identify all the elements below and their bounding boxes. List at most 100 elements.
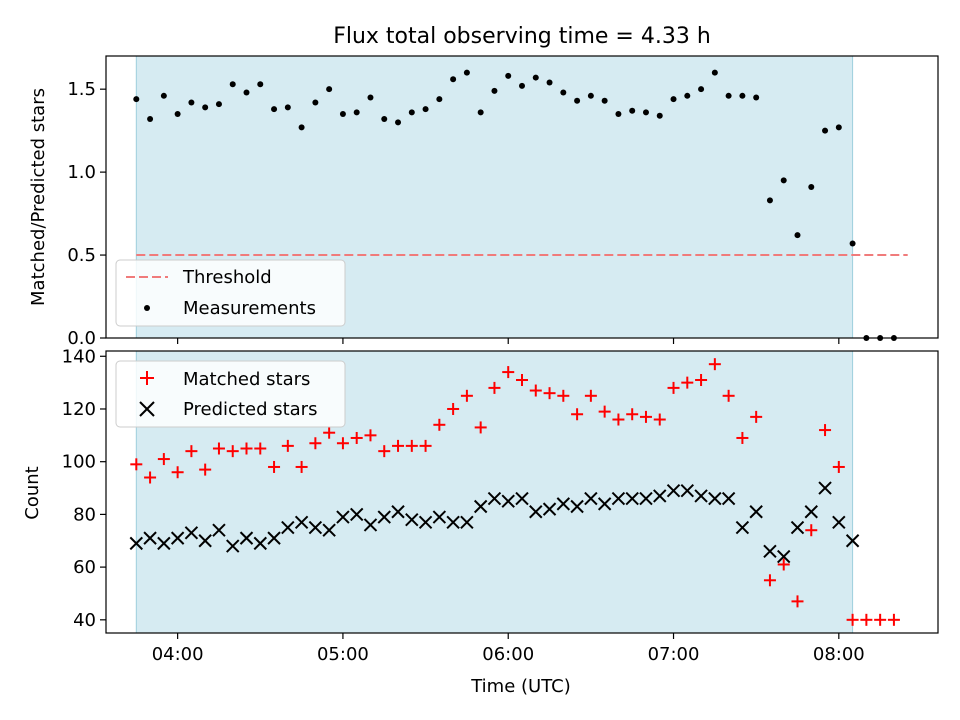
predicted-star-point xyxy=(281,520,295,535)
measurement-point xyxy=(271,106,278,113)
matched-star-point xyxy=(695,373,708,386)
measurement-point xyxy=(436,96,443,103)
predicted-star-point xyxy=(680,483,695,498)
predicted-star-point xyxy=(597,497,612,511)
top-y-tick-label: 1.5 xyxy=(67,79,96,100)
measurement-point xyxy=(601,97,608,104)
bottom-y-axis-ticks: 40 60 80 100 120 140 xyxy=(62,346,106,631)
legend-measurements-swatch xyxy=(144,305,150,311)
measurement-point xyxy=(312,99,319,106)
matched-star-point xyxy=(653,413,666,426)
measurement-point xyxy=(229,81,236,88)
predicted-star-point xyxy=(625,491,639,506)
measurement-point xyxy=(202,104,209,111)
predicted-star-point xyxy=(515,491,529,506)
predicted-star-point xyxy=(336,510,350,524)
legend-predicted-label: Predicted stars xyxy=(183,399,317,420)
x-tick-label: 04:00 xyxy=(152,644,204,665)
matched-star-point xyxy=(171,466,184,479)
top-legend-box xyxy=(115,259,346,327)
measurement-point xyxy=(808,184,815,191)
measurement-point xyxy=(794,232,801,239)
predicted-star-point xyxy=(157,536,171,551)
matched-star-point xyxy=(130,458,143,471)
matched-star-point xyxy=(860,613,873,626)
matched-star-point xyxy=(405,439,418,452)
bottom-legend[interactable]: Matched stars Predicted stars xyxy=(115,360,346,428)
predicted-star-point xyxy=(818,481,832,495)
matched-star-point xyxy=(571,408,584,421)
matched-star-point xyxy=(667,381,680,394)
matched-star-point xyxy=(254,442,267,455)
bottom-y-axis-label: Count xyxy=(22,466,43,519)
legend-threshold-label: Threshold xyxy=(182,267,272,288)
measurement-point xyxy=(395,119,402,126)
measurement-point xyxy=(339,111,346,118)
matched-star-point xyxy=(323,426,336,439)
bottom-y-tick-label: 120 xyxy=(62,399,96,420)
bottom-y-tick-label: 80 xyxy=(73,504,96,525)
predicted-star-point xyxy=(653,489,667,503)
predicted-star-point xyxy=(253,536,267,551)
matched-star-points xyxy=(130,358,900,626)
measurement-point xyxy=(353,109,360,116)
matched-star-point xyxy=(185,445,198,458)
measurement-point xyxy=(160,92,167,99)
predicted-star-point xyxy=(639,491,653,506)
measurement-point xyxy=(367,94,374,101)
measurement-point xyxy=(408,109,415,116)
legend-matched-swatch xyxy=(140,371,154,385)
matched-star-point xyxy=(846,613,859,626)
measurement-point xyxy=(133,96,140,103)
measurement-point xyxy=(574,97,581,104)
predicted-star-point xyxy=(542,502,557,516)
measurement-point xyxy=(629,107,636,114)
predicted-star-point xyxy=(432,510,447,524)
matched-star-point xyxy=(639,410,652,423)
measurement-point xyxy=(615,111,622,118)
predicted-star-point xyxy=(611,491,626,506)
measurement-point xyxy=(560,89,567,96)
measurement-point xyxy=(505,72,512,79)
measurement-point xyxy=(298,124,305,131)
predicted-star-point xyxy=(212,523,226,537)
legend-matched-label: Matched stars xyxy=(183,369,310,390)
matched-star-point xyxy=(763,574,776,587)
measurement-point xyxy=(546,79,553,86)
matched-star-point xyxy=(681,376,694,389)
predicted-star-point xyxy=(666,483,681,498)
matched-star-point xyxy=(598,405,611,418)
measurement-point xyxy=(491,87,498,94)
measurement-point xyxy=(215,101,222,108)
bottom-panel: 40 60 80 100 120 140 04:00 05:00 06:00 07:00 08:0… xyxy=(22,346,939,697)
bottom-x-axis-ticks: 04:00 05:00 06:00 07:00 08:00 xyxy=(152,633,865,665)
measurement-point xyxy=(188,99,195,106)
top-legend[interactable]: Threshold Measurements xyxy=(115,259,346,327)
predicted-star-point xyxy=(308,520,323,535)
measurement-point xyxy=(822,127,829,134)
bottom-axes-frame xyxy=(105,350,939,634)
matched-star-point xyxy=(832,460,845,473)
measurement-point xyxy=(422,106,429,113)
predicted-star-point xyxy=(501,494,515,508)
predicted-star-point xyxy=(777,549,791,564)
predicted-star-point xyxy=(391,505,405,519)
matched-star-point xyxy=(419,439,432,452)
predicted-star-point xyxy=(198,534,212,548)
measurement-point xyxy=(519,82,525,89)
measurement-point xyxy=(780,177,787,184)
measurement-point xyxy=(766,197,773,204)
measurement-point xyxy=(739,92,746,99)
legend-measurements-label: Measurements xyxy=(183,298,316,319)
matched-star-point xyxy=(281,439,294,452)
matched-star-point xyxy=(557,389,570,402)
x-tick-label: 07:00 xyxy=(648,644,700,665)
predicted-star-point xyxy=(363,518,378,532)
x-axis-label: Time (UTC) xyxy=(470,676,571,697)
matched-star-point xyxy=(212,442,225,455)
predicted-star-point xyxy=(749,505,763,519)
predicted-star-point xyxy=(694,489,708,503)
measurement-point xyxy=(656,112,663,119)
predicted-star-point xyxy=(570,499,584,514)
matched-star-point xyxy=(433,418,446,431)
